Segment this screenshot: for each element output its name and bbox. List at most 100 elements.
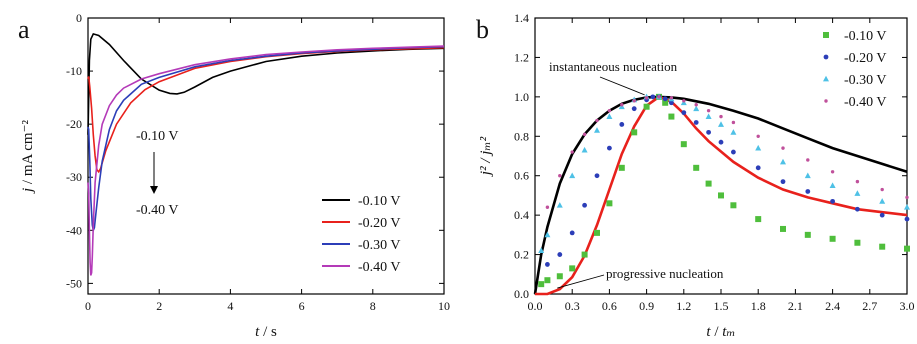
x-tick-label: 2.4	[825, 299, 840, 313]
panel-a-frame	[87, 17, 445, 295]
data-point	[631, 106, 637, 112]
data-point	[755, 144, 762, 151]
data-point	[662, 96, 668, 102]
progressive-nucleation-label: progressive nucleation	[606, 266, 724, 281]
data-point	[693, 105, 700, 112]
y-tick-label: 0	[76, 11, 82, 25]
data-point	[538, 281, 545, 288]
data-point	[657, 95, 661, 99]
y-tick-label: -30	[66, 170, 82, 184]
data-point	[904, 204, 910, 210]
data-point	[619, 122, 625, 127]
data-point	[544, 231, 551, 238]
data-point	[538, 247, 545, 254]
y-tick-label: 0.2	[514, 248, 529, 262]
data-point	[780, 179, 786, 185]
data-point	[880, 187, 884, 192]
x-tick-label: 4	[227, 299, 233, 313]
data-point	[879, 198, 886, 204]
data-point	[545, 262, 550, 267]
x-tick-label: 6	[299, 299, 305, 313]
panel-a-legend: -0.10 V -0.20 V -0.30 V -0.40 V	[322, 194, 401, 275]
legend-entry: -0.30 V	[844, 73, 887, 88]
instantaneous-nucleation-label: instantaneous nucleation	[549, 59, 678, 74]
data-point	[594, 173, 600, 179]
y-tick-label: 1.0	[514, 90, 529, 104]
data-point	[730, 202, 737, 209]
data-point	[594, 127, 600, 133]
scatter-series-040	[545, 95, 909, 209]
data-point	[693, 120, 699, 125]
data-point	[731, 149, 736, 155]
data-point	[804, 231, 811, 238]
y-tick-label: 1.4	[514, 11, 529, 25]
legend-marker	[823, 54, 829, 60]
data-point	[669, 100, 674, 106]
data-point	[781, 146, 785, 150]
data-point	[694, 103, 698, 107]
data-point	[606, 200, 613, 207]
data-point	[706, 129, 711, 135]
data-point	[569, 265, 576, 272]
series-line-030	[87, 45, 445, 234]
data-point	[718, 121, 724, 127]
data-point	[829, 235, 836, 242]
data-point	[718, 192, 724, 199]
data-point	[631, 129, 638, 136]
panel-b-legend: -0.10 V -0.20 V -0.30 V -0.40 V	[823, 29, 887, 110]
panel-a-chart: a 0 2 4 6 8 10 0 -10 -20 -30 -40 -50 -0.10 V -0.40…	[18, 11, 450, 340]
data-point	[879, 212, 885, 218]
legend-marker	[823, 75, 829, 82]
data-point	[582, 202, 587, 208]
scatter-series-030	[538, 93, 910, 254]
panel-a-label: a	[18, 15, 30, 44]
data-point	[643, 103, 650, 110]
data-point	[854, 239, 861, 246]
data-point	[830, 198, 835, 204]
y-tick-label: 0.8	[514, 129, 529, 143]
x-tick-label: 2.7	[862, 299, 877, 313]
legend-entry: -0.20 V	[844, 51, 887, 66]
annotation-top-label: -0.10 V	[136, 129, 179, 144]
data-point	[595, 118, 599, 123]
x-tick-label: 1.8	[751, 299, 766, 313]
data-point	[581, 146, 588, 153]
annotation-arrowhead	[150, 186, 158, 194]
data-point	[681, 110, 687, 116]
data-point	[557, 252, 563, 257]
data-point	[607, 145, 612, 151]
series-line-010	[87, 32, 445, 135]
x-tick-label: 0.9	[639, 299, 654, 313]
x-tick-label: 8	[370, 299, 376, 313]
data-point	[830, 170, 835, 174]
data-point	[632, 99, 636, 103]
data-point	[718, 139, 724, 145]
x-tick-label: 0.0	[528, 299, 543, 313]
data-point	[680, 141, 687, 148]
x-tick-label: 2.1	[788, 299, 803, 313]
x-tick-label: 0.6	[602, 299, 617, 313]
panel-b-x-axis-label: t / tₘ	[706, 324, 735, 340]
panel-a-x-axis-label: t / s	[255, 324, 277, 340]
data-point	[705, 113, 712, 119]
y-tick-label: -10	[66, 64, 82, 78]
panel-b-chart: b 0.0 0.3 0.6 0.9 1.2 1.5 1.8 2.1 2.4 2.7 3.0 0.0 0…	[476, 11, 915, 340]
data-point	[620, 103, 624, 107]
data-point	[581, 251, 588, 258]
data-point	[719, 114, 723, 119]
data-point	[905, 195, 909, 200]
data-point	[731, 120, 736, 125]
data-point	[668, 113, 675, 120]
data-point	[650, 94, 656, 100]
legend-marker	[823, 32, 829, 38]
legend-entry: -0.30 V	[358, 238, 401, 253]
x-tick-label: 1.5	[714, 299, 729, 313]
series-line-040	[87, 45, 445, 276]
data-point	[855, 179, 860, 184]
data-point	[570, 150, 574, 154]
y-tick-label: -20	[66, 117, 82, 131]
data-point	[904, 245, 910, 252]
panel-b-label: b	[476, 15, 489, 44]
data-point	[805, 189, 811, 194]
